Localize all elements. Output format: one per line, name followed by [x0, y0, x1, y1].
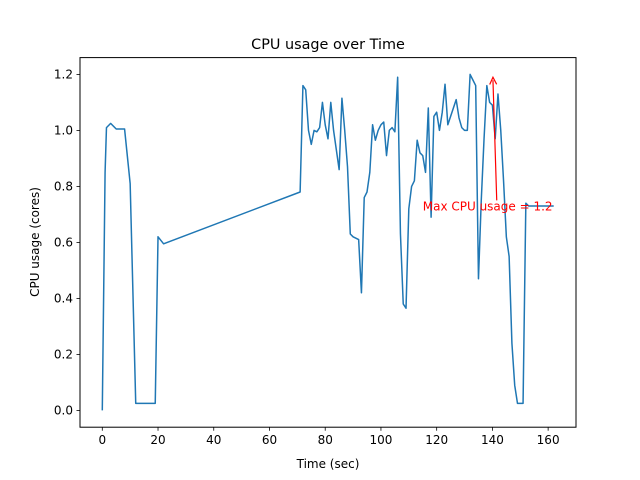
x-tick-label: 60 [262, 433, 277, 447]
x-axis-ticks: 0 20 40 60 80 100 120 140 160 [98, 427, 560, 447]
annotation-arrow [492, 80, 498, 201]
x-tick-label: 80 [318, 433, 333, 447]
x-tick-label: 120 [425, 433, 448, 447]
chart-title: CPU usage over Time [251, 37, 405, 53]
annotation-arrowhead [489, 75, 498, 85]
y-axis-label: CPU usage (cores) [28, 187, 42, 297]
y-tick-label: 0.0 [54, 404, 73, 418]
y-tick-label: 1.0 [54, 124, 73, 138]
plot-area [101, 73, 554, 411]
x-tick-label: 100 [369, 433, 392, 447]
y-tick-label: 0.8 [54, 180, 73, 194]
annotation-text: Max CPU usage = 1.2 [423, 199, 553, 213]
axes-frame [79, 57, 577, 428]
x-tick-label: 40 [206, 433, 221, 447]
max-annotation: Max CPU usage = 1.2 [423, 75, 553, 213]
y-tick-label: 1.2 [54, 68, 73, 82]
x-tick-label: 160 [537, 433, 560, 447]
series-line-0 [101, 73, 554, 411]
y-tick-label: 0.4 [54, 292, 73, 306]
y-tick-label: 0.2 [54, 348, 73, 362]
x-axis-label: Time (sec) [296, 457, 360, 471]
x-tick-label: 140 [481, 433, 504, 447]
y-tick-label: 0.6 [54, 236, 73, 250]
x-tick-label: 0 [98, 433, 106, 447]
y-axis-ticks: 0.0 0.2 0.4 0.6 0.8 1.0 1.2 [54, 68, 80, 418]
x-tick-label: 20 [150, 433, 165, 447]
